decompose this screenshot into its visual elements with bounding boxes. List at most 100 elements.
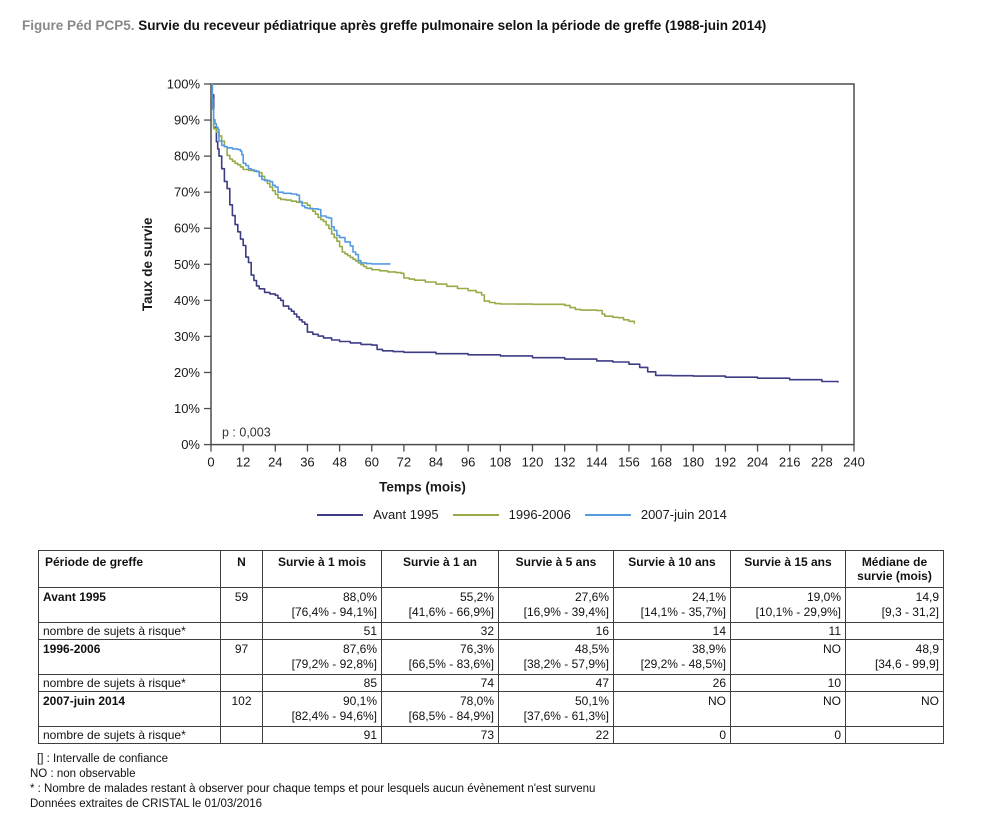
legend-line-swatch <box>452 513 499 516</box>
risk-row-avant-1995: nombre de sujets à risque* 51 32 16 14 1… <box>38 622 944 640</box>
risk-count-cell: 51 <box>262 622 382 640</box>
header-mediane: Médiane de survie (mois) <box>845 550 944 588</box>
empty-cell <box>220 622 263 640</box>
estimate-value: 88,0% <box>342 590 377 604</box>
header-survie-10-ans: Survie à 10 ans <box>613 550 731 588</box>
header-survie-5-ans: Survie à 5 ans <box>498 550 614 588</box>
estimate-cell: 27,6% [16,9% - 39,4%] <box>498 587 614 623</box>
risk-count-cell: 0 <box>613 726 731 744</box>
survival-curve-avant-1995 <box>211 83 839 383</box>
survival-chart: 0% 10% 20% 30% 40% 50% 60% 70% 80% 90% 100% 0 12 24 36… <box>140 77 865 495</box>
plot-frame <box>210 83 855 446</box>
confidence-interval: [41,6% - 66,9%] <box>408 605 494 619</box>
footnote-confidence-interval: [] : Intervalle de confiance <box>37 753 169 765</box>
y-axis-label: Taux de survie <box>140 217 155 311</box>
estimate-value: NO <box>708 694 726 708</box>
estimate-value: NO <box>823 642 841 656</box>
confidence-interval: [34,6 - 99,9] <box>874 657 939 671</box>
x-tick-label: 156 <box>618 455 640 470</box>
confidence-interval: [14,1% - 35,7%] <box>640 605 726 619</box>
n-cell: 97 <box>220 639 263 675</box>
x-tick-label: 180 <box>682 455 704 470</box>
x-tick-label: 132 <box>554 455 576 470</box>
empty-cell <box>220 674 263 692</box>
median-cell: 48,9 [34,6 - 99,9] <box>845 639 944 675</box>
risk-count-cell: 22 <box>498 726 614 744</box>
estimate-value: 19,0% <box>806 590 841 604</box>
y-tick-label: 20% <box>174 365 200 380</box>
y-tick-label: 60% <box>174 221 200 236</box>
x-tick-label: 228 <box>811 455 833 470</box>
estimate-cell: 24,1% [14,1% - 35,7%] <box>613 587 731 623</box>
estimate-cell: 88,0% [76,4% - 94,1%] <box>262 587 382 623</box>
confidence-interval: [37,6% - 61,3%] <box>523 709 609 723</box>
x-tick-label: 108 <box>489 455 511 470</box>
confidence-interval: [76,4% - 94,1%] <box>291 605 377 619</box>
legend-label: 1996-2006 <box>508 507 571 522</box>
x-tick-label: 96 <box>461 455 475 470</box>
confidence-interval: [68,5% - 84,9%] <box>408 709 494 723</box>
estimate-value: 76,3% <box>459 642 494 656</box>
estimate-cell: 19,0% [10,1% - 29,9%] <box>730 587 846 623</box>
header-survie-15-ans: Survie à 15 ans <box>730 550 846 588</box>
estimate-cell: NO <box>730 691 846 727</box>
survival-curve-1996-2006 <box>211 83 636 324</box>
risk-count-cell: 0 <box>730 726 846 744</box>
median-cell: NO <box>845 691 944 727</box>
estimate-cell: 76,3% [66,5% - 83,6%] <box>381 639 499 675</box>
risk-row-2007-juin-2014: nombre de sujets à risque* 91 73 22 0 0 <box>38 726 944 744</box>
estimate-value: 55,2% <box>459 590 494 604</box>
p-value-annotation: p : 0,003 <box>222 426 271 440</box>
n-cell: 59 <box>220 587 263 623</box>
survival-table: Période de greffe N Survie à 1 mois Surv… <box>38 550 944 744</box>
estimate-cell: 48,5% [38,2% - 57,9%] <box>498 639 614 675</box>
confidence-interval: [29,2% - 48,5%] <box>640 657 726 671</box>
estimate-value: 48,9 <box>915 642 939 656</box>
estimate-value: 78,0% <box>459 694 494 708</box>
period-cell: 2007-juin 2014 <box>38 691 221 727</box>
y-tick-label: 100% <box>167 77 201 92</box>
legend-label: 2007-juin 2014 <box>640 507 727 522</box>
risk-count-cell: 91 <box>262 726 382 744</box>
x-tick-label: 0 <box>207 455 214 470</box>
x-tick-label: 168 <box>650 455 672 470</box>
header-periode: Période de greffe <box>38 550 221 588</box>
risk-count-cell: 10 <box>730 674 846 692</box>
confidence-interval: [10,1% - 29,9%] <box>755 605 841 619</box>
x-tick-label: 240 <box>843 455 865 470</box>
legend-item-1996-2006: 1996-2006 <box>452 507 571 522</box>
risk-count-cell: 85 <box>262 674 382 692</box>
footnote-data-source: Données extraites de CRISTAL le 01/03/20… <box>30 798 263 810</box>
empty-cell <box>845 726 944 744</box>
confidence-interval: [66,5% - 83,6%] <box>408 657 494 671</box>
confidence-interval: [16,9% - 39,4%] <box>523 605 609 619</box>
x-tick-label: 24 <box>268 455 282 470</box>
estimate-cell: NO <box>730 639 846 675</box>
x-tick-label: 204 <box>747 455 769 470</box>
x-tick-label: 48 <box>332 455 346 470</box>
period-cell: Avant 1995 <box>38 587 221 623</box>
survival-curve-2007-juin-2014 <box>211 83 391 265</box>
confidence-interval: [79,2% - 92,8%] <box>291 657 377 671</box>
estimate-value: 50,1% <box>574 694 609 708</box>
footnotes: [] : Intervalle de confiance NO : non ob… <box>30 752 595 812</box>
confidence-interval: [38,2% - 57,9%] <box>523 657 609 671</box>
risk-count-cell: 14 <box>613 622 731 640</box>
risk-count-cell: 26 <box>613 674 731 692</box>
page-title: Figure Péd PCP5. Survie du receveur pédi… <box>22 18 766 33</box>
y-tick-label: 50% <box>174 257 200 272</box>
table-row-2007-juin-2014: 2007-juin 2014 102 90,1% [82,4% - 94,6%] … <box>38 691 944 727</box>
x-tick-label: 120 <box>522 455 544 470</box>
risk-count-cell: 32 <box>381 622 499 640</box>
empty-cell <box>220 726 263 744</box>
legend-line-swatch <box>317 513 364 516</box>
y-tick-label: 30% <box>174 329 200 344</box>
x-tick-label: 192 <box>715 455 737 470</box>
header-n: N <box>220 550 263 588</box>
y-tick-label: 40% <box>174 293 200 308</box>
estimate-value: NO <box>823 694 841 708</box>
estimate-value: 87,6% <box>342 642 377 656</box>
risk-label-cell: nombre de sujets à risque* <box>38 674 221 692</box>
risk-count-cell: 73 <box>381 726 499 744</box>
risk-row-1996-2006: nombre de sujets à risque* 85 74 47 26 1… <box>38 674 944 692</box>
